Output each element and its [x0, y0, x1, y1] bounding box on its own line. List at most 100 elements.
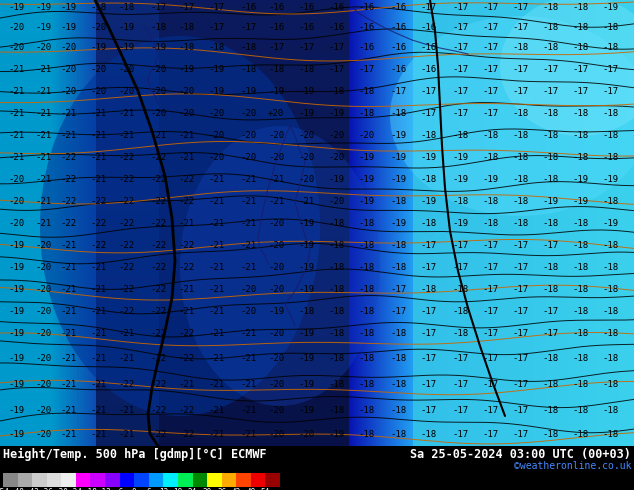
Text: -18: -18 — [482, 153, 498, 163]
Text: Height/Temp. 500 hPa [gdmp][°C] ECMWF: Height/Temp. 500 hPa [gdmp][°C] ECMWF — [3, 448, 267, 461]
Text: -16: -16 — [298, 3, 314, 13]
Text: -19: -19 — [298, 286, 314, 294]
Bar — [120, 473, 134, 487]
Text: -21: -21 — [90, 430, 106, 439]
Text: -22: -22 — [150, 286, 166, 294]
Text: -21: -21 — [208, 379, 224, 389]
Text: -22: -22 — [150, 220, 166, 228]
Text: -18: -18 — [602, 197, 618, 206]
Text: -17: -17 — [512, 3, 528, 13]
Text: -18: -18 — [390, 242, 406, 250]
Text: -19: -19 — [390, 153, 406, 163]
Text: -21: -21 — [90, 286, 106, 294]
Text: -19: -19 — [60, 3, 76, 13]
Text: -18: -18 — [572, 153, 588, 163]
Text: -17: -17 — [512, 379, 528, 389]
Text: -18: -18 — [240, 44, 256, 52]
Text: -19: -19 — [452, 153, 468, 163]
Text: -21: -21 — [240, 175, 256, 185]
Text: -18: -18 — [420, 430, 436, 439]
Text: -21: -21 — [35, 109, 51, 119]
Text: -17: -17 — [512, 353, 528, 363]
Text: -18: -18 — [572, 379, 588, 389]
Text: -19: -19 — [298, 264, 314, 272]
Text: -17: -17 — [482, 44, 498, 52]
Text: -17: -17 — [420, 308, 436, 317]
Text: -17: -17 — [542, 66, 558, 74]
Text: -12: -12 — [98, 488, 112, 490]
Text: -19: -19 — [328, 175, 344, 185]
Text: -19: -19 — [208, 66, 224, 74]
Text: -21: -21 — [268, 175, 284, 185]
Text: -21: -21 — [208, 175, 224, 185]
Text: -19: -19 — [358, 153, 374, 163]
Text: -18: -18 — [390, 329, 406, 339]
Text: -21: -21 — [208, 242, 224, 250]
Text: -18: -18 — [328, 286, 344, 294]
Text: -18: -18 — [358, 286, 374, 294]
Text: -21: -21 — [35, 66, 51, 74]
Text: -18: -18 — [328, 220, 344, 228]
Text: -22: -22 — [178, 353, 194, 363]
Text: -18: -18 — [84, 488, 98, 490]
Text: -21: -21 — [208, 329, 224, 339]
Text: -18: -18 — [602, 379, 618, 389]
Text: -18: -18 — [452, 197, 468, 206]
Text: -18: -18 — [542, 430, 558, 439]
Text: -18: -18 — [328, 264, 344, 272]
Text: -17: -17 — [542, 308, 558, 317]
Text: -17: -17 — [512, 264, 528, 272]
Text: -18: -18 — [542, 175, 558, 185]
Text: -42: -42 — [25, 488, 39, 490]
Text: -22: -22 — [178, 406, 194, 415]
Bar — [134, 473, 149, 487]
Text: -21: -21 — [60, 406, 76, 415]
Text: -18: -18 — [150, 24, 166, 32]
Text: -20: -20 — [268, 329, 284, 339]
Text: -18: -18 — [542, 379, 558, 389]
Text: -16: -16 — [268, 24, 284, 32]
Text: -22: -22 — [118, 286, 134, 294]
Text: -22: -22 — [118, 153, 134, 163]
Text: -17: -17 — [512, 430, 528, 439]
Text: -19: -19 — [298, 406, 314, 415]
Text: -21: -21 — [240, 242, 256, 250]
Text: -21: -21 — [90, 406, 106, 415]
Text: -17: -17 — [482, 379, 498, 389]
Text: -18: -18 — [602, 44, 618, 52]
Text: -22: -22 — [150, 153, 166, 163]
Text: -17: -17 — [390, 286, 406, 294]
Text: -18: -18 — [602, 353, 618, 363]
Text: 0: 0 — [132, 488, 136, 490]
Text: -18: -18 — [390, 197, 406, 206]
Text: -17: -17 — [512, 308, 528, 317]
Text: -21: -21 — [298, 197, 314, 206]
Text: -19: -19 — [298, 220, 314, 228]
Text: -18: -18 — [572, 3, 588, 13]
Text: -19: -19 — [482, 175, 498, 185]
Text: -18: -18 — [542, 264, 558, 272]
Text: -17: -17 — [420, 406, 436, 415]
Text: -17: -17 — [512, 66, 528, 74]
Text: -18: -18 — [542, 131, 558, 141]
Text: -18: -18 — [240, 66, 256, 74]
Text: -20: -20 — [35, 430, 51, 439]
Text: -18: -18 — [512, 109, 528, 119]
Text: -21: -21 — [240, 264, 256, 272]
Text: -20: -20 — [35, 44, 51, 52]
Text: -21: -21 — [90, 308, 106, 317]
Text: -19: -19 — [178, 66, 194, 74]
Text: -17: -17 — [482, 353, 498, 363]
Ellipse shape — [500, 0, 634, 136]
Bar — [251, 473, 266, 487]
Text: -21: -21 — [60, 430, 76, 439]
Text: -20: -20 — [240, 109, 256, 119]
Text: -17: -17 — [572, 66, 588, 74]
Text: -18: -18 — [178, 44, 194, 52]
Text: -20: -20 — [268, 264, 284, 272]
Text: -19: -19 — [240, 88, 256, 97]
Text: -20: -20 — [240, 286, 256, 294]
Text: -16: -16 — [298, 24, 314, 32]
Text: -19: -19 — [298, 242, 314, 250]
Text: -18: -18 — [358, 220, 374, 228]
